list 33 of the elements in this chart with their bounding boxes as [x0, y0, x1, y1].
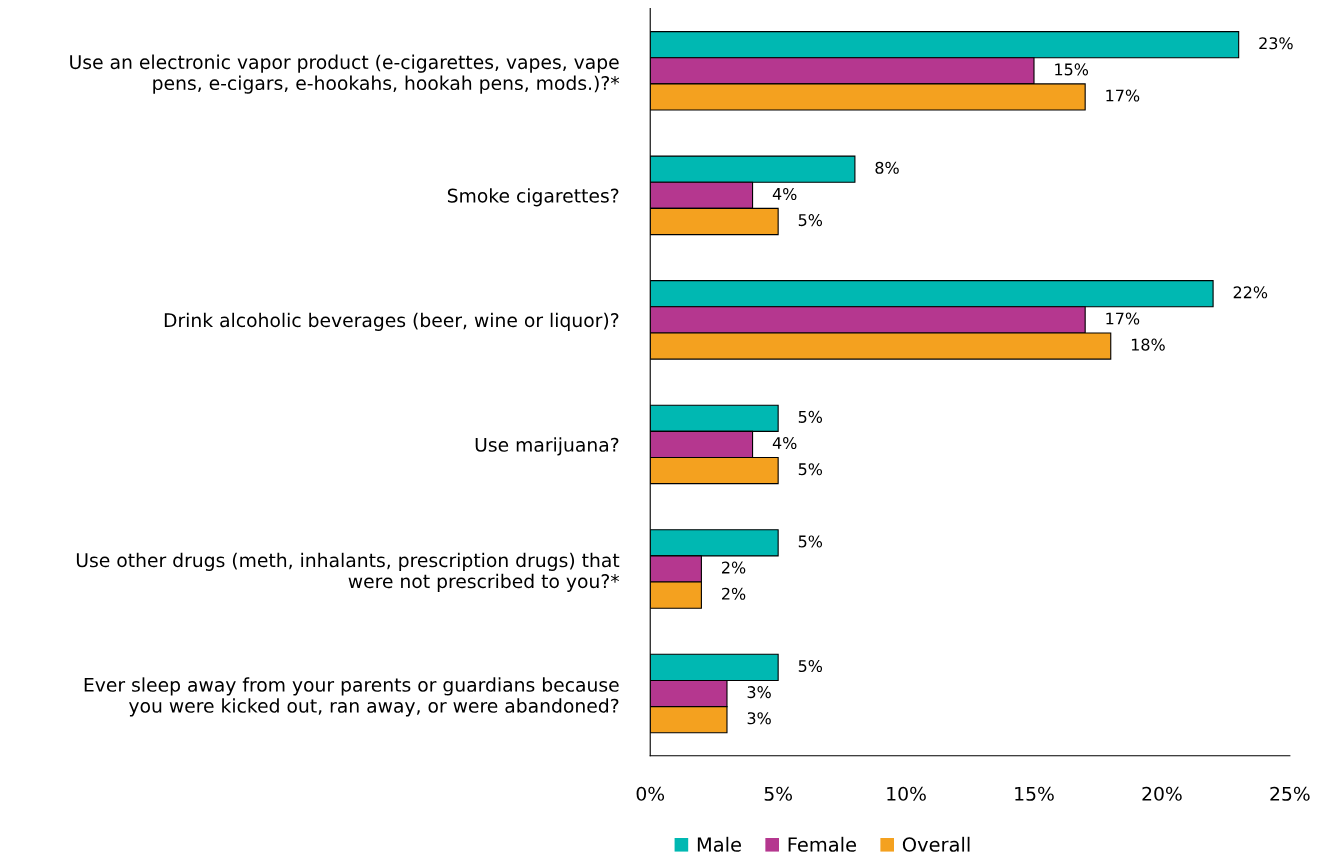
legend-label: Male	[697, 836, 741, 852]
x-tick-label: 20%	[1142, 786, 1182, 801]
data-label: 5%	[798, 214, 823, 227]
data-label: 5%	[798, 410, 823, 423]
data-label: 3%	[747, 686, 771, 699]
data-label: 17%	[1106, 89, 1140, 102]
data-label: 3%	[747, 712, 771, 725]
data-label: 22%	[1233, 286, 1268, 299]
x-tick-label: 0%	[636, 786, 665, 801]
y-tick-label: Use marijuana?	[475, 437, 619, 456]
data-label: 4%	[772, 187, 797, 200]
x-tick-label: 10%	[887, 786, 926, 801]
data-label: 8%	[875, 161, 899, 174]
data-label: 5%	[798, 535, 823, 548]
y-tick-label: Use an electronic vapor product (e-cigarettes, vapes, vape pens, e-cigars, e-hookahs, hookah pens, mods.)?*	[70, 54, 620, 94]
data-label: 4%	[772, 436, 797, 450]
y-tick-label: Smoke cigarettes?	[447, 188, 619, 207]
data-label: 15%	[1055, 63, 1089, 76]
data-label: 5%	[798, 463, 823, 476]
y-tick-label: Ever sleep away from your parents or guardians because you were kicked out, ran away, or were abandoned?	[84, 677, 619, 717]
data-label: 23%	[1259, 37, 1293, 50]
data-label: 5%	[798, 659, 823, 672]
x-tick-label: 5%	[764, 786, 792, 801]
legend-label: Female	[788, 836, 857, 852]
data-label: 2%	[722, 561, 746, 574]
x-tick-label: 15%	[1015, 786, 1054, 801]
legend-label: Overall	[902, 836, 970, 852]
y-tick-label: Use other drugs (meth, inhalants, prescription drugs) that were not prescribed to you?*	[76, 552, 620, 592]
x-tick-label: 25%	[1270, 786, 1310, 801]
y-tick-label: Drink alcoholic beverages (beer, wine or liquor)?	[164, 312, 619, 331]
data-label: 17%	[1106, 312, 1140, 325]
data-label: 18%	[1131, 338, 1165, 351]
data-label: 2%	[722, 587, 746, 600]
